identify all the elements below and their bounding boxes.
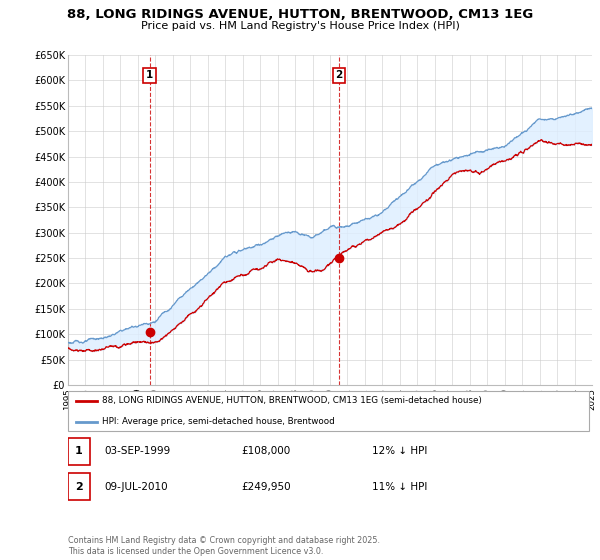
Text: £108,000: £108,000 [241,446,290,456]
FancyBboxPatch shape [68,473,90,500]
Text: 09-JUL-2010: 09-JUL-2010 [104,482,169,492]
Text: 12% ↓ HPI: 12% ↓ HPI [372,446,427,456]
Text: 2: 2 [335,71,343,80]
Text: Contains HM Land Registry data © Crown copyright and database right 2025.
This d: Contains HM Land Registry data © Crown c… [68,536,380,556]
Text: Price paid vs. HM Land Registry's House Price Index (HPI): Price paid vs. HM Land Registry's House … [140,21,460,31]
Text: 11% ↓ HPI: 11% ↓ HPI [372,482,427,492]
Text: 2: 2 [75,482,83,492]
FancyBboxPatch shape [68,438,90,465]
Text: 1: 1 [146,71,153,80]
Text: 1: 1 [75,446,83,456]
Text: £249,950: £249,950 [241,482,290,492]
FancyBboxPatch shape [68,391,589,431]
Text: 88, LONG RIDINGS AVENUE, HUTTON, BRENTWOOD, CM13 1EG (semi-detached house): 88, LONG RIDINGS AVENUE, HUTTON, BRENTWO… [102,396,482,405]
Text: 03-SEP-1999: 03-SEP-1999 [104,446,171,456]
Text: HPI: Average price, semi-detached house, Brentwood: HPI: Average price, semi-detached house,… [102,417,335,426]
Text: 88, LONG RIDINGS AVENUE, HUTTON, BRENTWOOD, CM13 1EG: 88, LONG RIDINGS AVENUE, HUTTON, BRENTWO… [67,8,533,21]
